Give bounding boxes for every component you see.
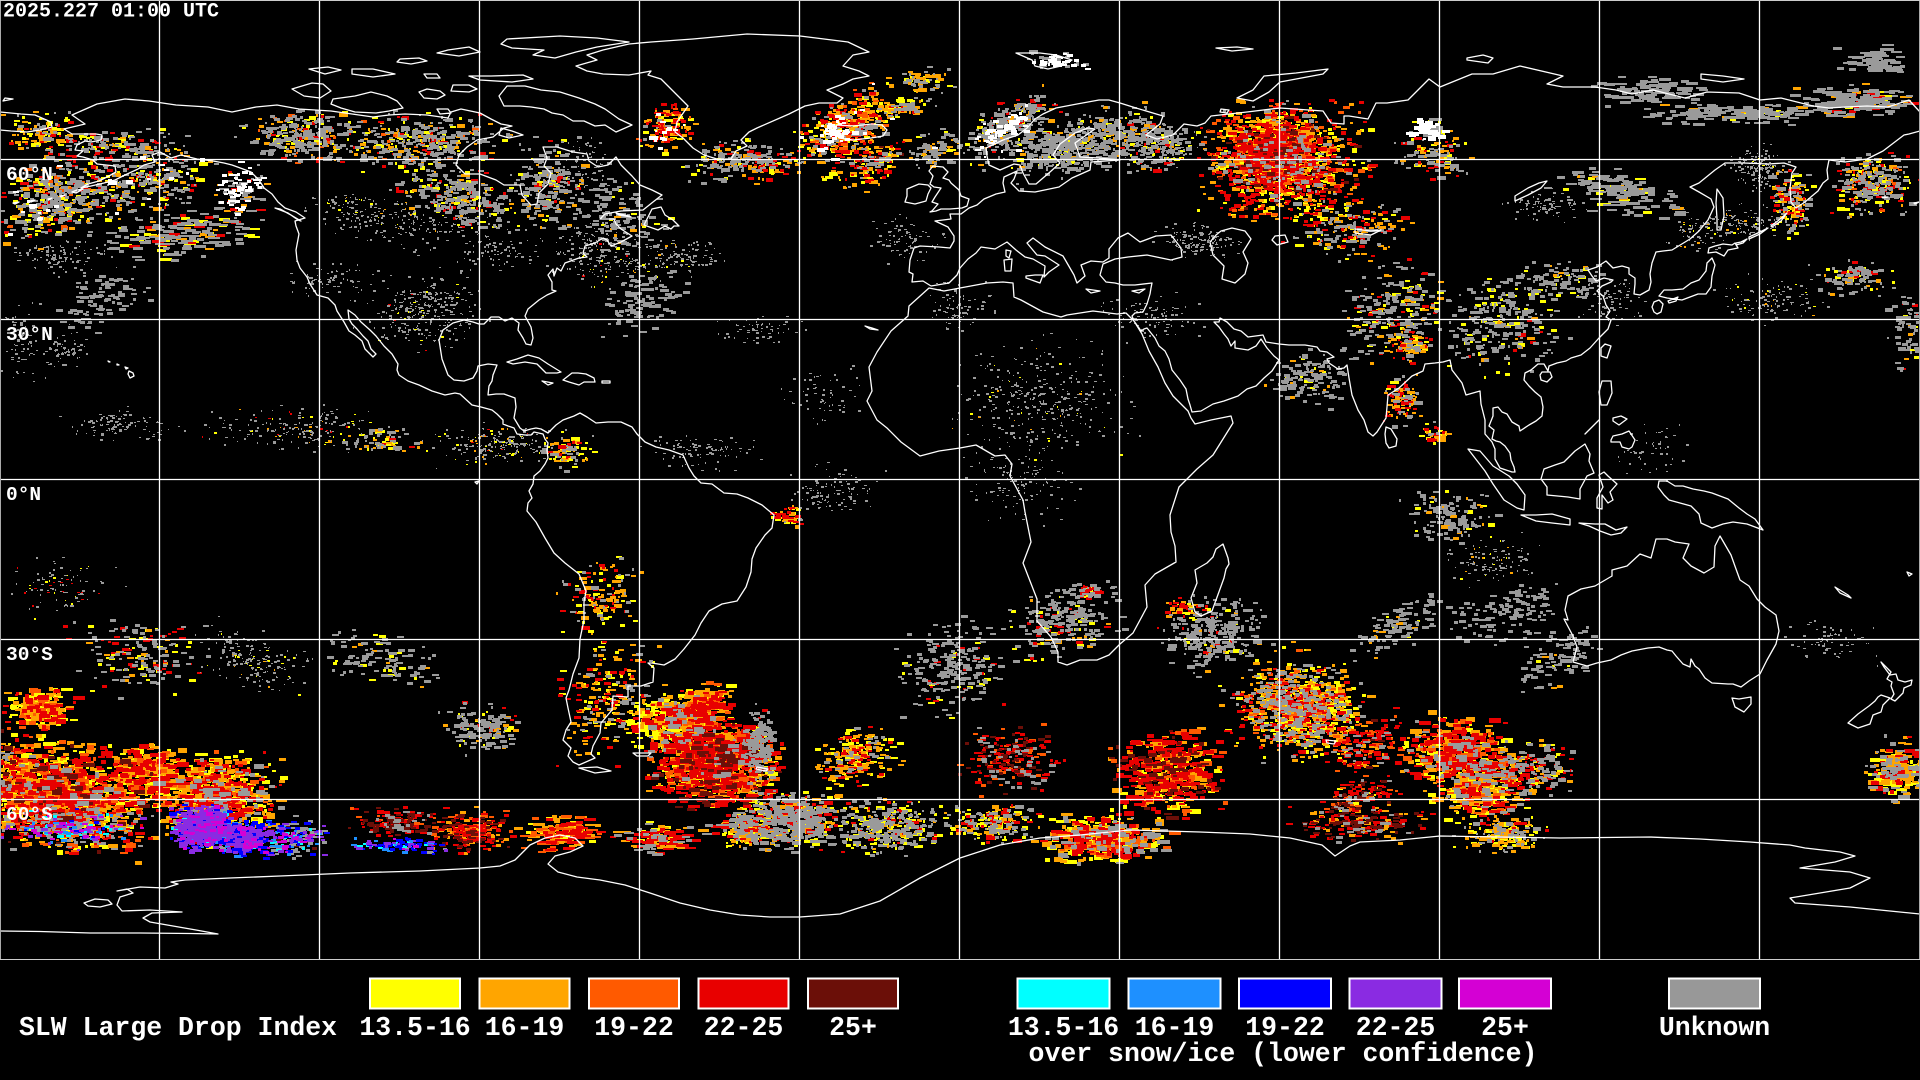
svg-text:19-22: 19-22 [1245, 1013, 1325, 1043]
svg-text:over snow/ice (lower confidenc: over snow/ice (lower confidence) [1029, 1039, 1538, 1069]
svg-text:13.5-16: 13.5-16 [359, 1013, 470, 1043]
svg-text:30°S: 30°S [6, 644, 53, 666]
svg-text:60°S: 60°S [6, 804, 53, 826]
svg-text:19-22: 19-22 [594, 1013, 674, 1043]
svg-text:SLW Large Drop Index: SLW Large Drop Index [19, 1013, 337, 1043]
svg-text:25+: 25+ [1481, 1013, 1529, 1043]
svg-text:60°N: 60°N [6, 164, 53, 186]
svg-text:16-19: 16-19 [485, 1013, 565, 1043]
svg-text:13.5-16: 13.5-16 [1008, 1013, 1119, 1043]
svg-text:16-19: 16-19 [1135, 1013, 1215, 1043]
svg-text:0°N: 0°N [6, 484, 41, 506]
svg-text:22-25: 22-25 [1356, 1013, 1436, 1043]
svg-text:30°N: 30°N [6, 324, 53, 346]
svg-text:25+: 25+ [829, 1013, 877, 1043]
svg-text:22-25: 22-25 [704, 1013, 784, 1043]
svg-text:Unknown: Unknown [1659, 1013, 1770, 1043]
svg-text:2025.227 01:00 UTC: 2025.227 01:00 UTC [3, 1, 219, 24]
